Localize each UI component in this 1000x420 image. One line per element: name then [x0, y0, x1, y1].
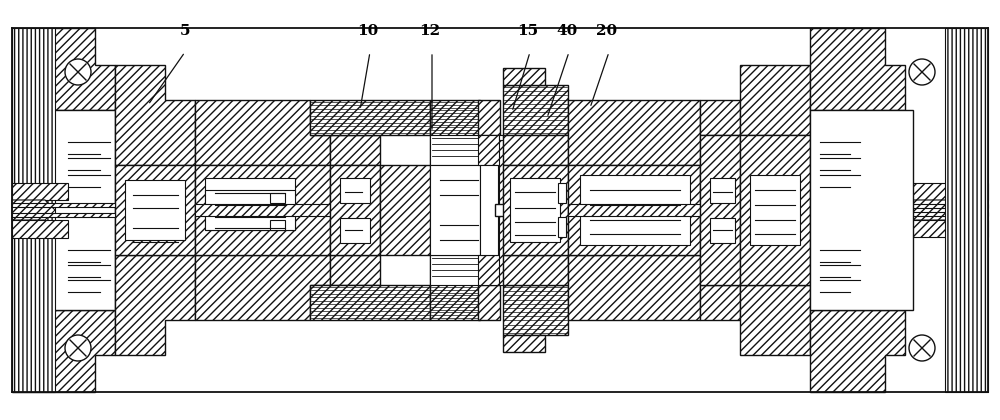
Bar [558, 183, 566, 203]
Polygon shape [503, 255, 568, 285]
Bar [270, 193, 285, 203]
Polygon shape [503, 285, 568, 335]
Polygon shape [310, 100, 430, 135]
Bar [205, 178, 295, 230]
Bar [510, 178, 560, 242]
Bar [480, 165, 498, 255]
Polygon shape [12, 310, 115, 392]
Bar [815, 212, 988, 216]
Circle shape [65, 59, 91, 85]
Text: 40: 40 [556, 24, 578, 38]
Polygon shape [12, 220, 68, 238]
Polygon shape [815, 183, 988, 200]
Polygon shape [740, 65, 810, 135]
Polygon shape [478, 285, 500, 320]
Polygon shape [503, 85, 568, 135]
Polygon shape [568, 100, 700, 165]
Polygon shape [195, 255, 330, 320]
Polygon shape [810, 310, 905, 392]
Polygon shape [310, 285, 430, 320]
Polygon shape [115, 255, 195, 355]
Polygon shape [815, 220, 988, 237]
Polygon shape [478, 100, 500, 135]
Polygon shape [740, 285, 810, 355]
Bar [568, 204, 700, 216]
Polygon shape [503, 335, 545, 352]
Bar [430, 135, 480, 165]
Polygon shape [195, 100, 330, 165]
Bar [205, 190, 295, 230]
Polygon shape [700, 100, 740, 135]
Polygon shape [815, 200, 965, 220]
Circle shape [65, 335, 91, 361]
Polygon shape [700, 285, 740, 320]
Polygon shape [330, 165, 380, 255]
Bar [340, 218, 370, 243]
Polygon shape [478, 135, 500, 165]
Polygon shape [430, 100, 480, 165]
Polygon shape [503, 165, 568, 255]
Polygon shape [478, 255, 500, 285]
Text: 5: 5 [180, 24, 190, 38]
Polygon shape [503, 135, 568, 165]
Bar [810, 110, 913, 310]
Polygon shape [12, 28, 55, 392]
Circle shape [909, 335, 935, 361]
Polygon shape [195, 165, 330, 255]
Bar [340, 178, 370, 203]
Polygon shape [12, 183, 68, 200]
Polygon shape [12, 28, 115, 110]
Bar [710, 218, 735, 243]
Bar [495, 204, 507, 216]
Polygon shape [330, 135, 380, 165]
Text: 20: 20 [596, 24, 618, 38]
Bar [558, 217, 566, 237]
Bar [12, 110, 115, 310]
Polygon shape [115, 65, 195, 165]
Bar [815, 204, 988, 208]
Polygon shape [568, 165, 700, 255]
Circle shape [909, 59, 935, 85]
Polygon shape [430, 255, 480, 320]
Polygon shape [503, 68, 545, 85]
Polygon shape [810, 28, 905, 110]
Bar [270, 220, 285, 230]
Text: 10: 10 [357, 24, 379, 38]
Bar [710, 178, 735, 203]
Polygon shape [12, 203, 115, 207]
Polygon shape [115, 165, 195, 255]
Text: 15: 15 [517, 24, 539, 38]
Polygon shape [380, 165, 430, 255]
Polygon shape [568, 255, 700, 320]
Bar [750, 175, 800, 245]
Bar [499, 135, 503, 285]
Polygon shape [12, 200, 55, 220]
Bar [125, 180, 185, 240]
Polygon shape [740, 135, 810, 285]
Bar [430, 255, 480, 285]
Bar [580, 175, 690, 245]
Bar [430, 165, 480, 255]
Text: 12: 12 [419, 24, 441, 38]
Polygon shape [12, 213, 115, 217]
Polygon shape [945, 28, 988, 392]
Bar [499, 135, 503, 140]
Bar [195, 204, 330, 216]
Polygon shape [700, 135, 740, 285]
Polygon shape [330, 255, 380, 285]
